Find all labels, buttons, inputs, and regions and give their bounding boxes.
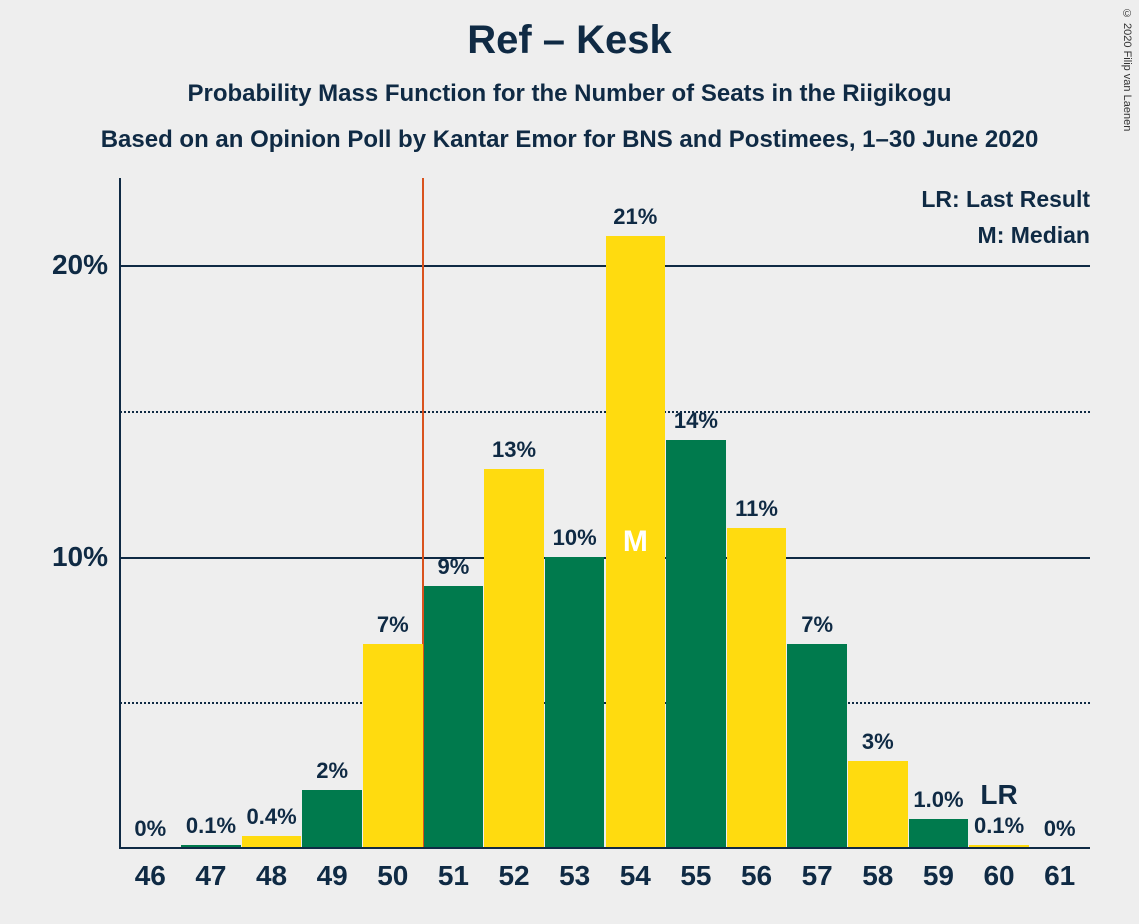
chart-title: Ref – Kesk <box>0 18 1139 63</box>
x-tick-label: 47 <box>195 848 226 892</box>
median-marker: M <box>623 525 648 559</box>
bar-value-label: 1.0% <box>913 787 963 819</box>
legend-median: M: Median <box>978 222 1090 249</box>
bar <box>909 819 968 848</box>
bar-value-label: 3% <box>862 729 894 761</box>
bar-value-label: 2% <box>316 758 348 790</box>
y-axis <box>119 178 121 848</box>
last-result-marker: LR <box>980 779 1017 811</box>
bar-value-label: 13% <box>492 437 536 469</box>
bar <box>666 440 725 848</box>
y-tick-label: 10% <box>52 541 120 573</box>
x-axis <box>119 847 1090 849</box>
x-tick-label: 57 <box>802 848 833 892</box>
copyright-text: © 2020 Filip van Laenen <box>1121 8 1133 131</box>
bar-value-label: 11% <box>735 496 778 528</box>
x-tick-label: 50 <box>377 848 408 892</box>
x-tick-label: 56 <box>741 848 772 892</box>
bar-value-label: 14% <box>674 408 718 440</box>
chart-subtitle-2: Based on an Opinion Poll by Kantar Emor … <box>0 126 1139 154</box>
bar-value-label: 21% <box>613 204 657 236</box>
bar-value-label: 7% <box>801 612 833 644</box>
x-tick-label: 53 <box>559 848 590 892</box>
bar <box>787 644 846 848</box>
x-tick-label: 55 <box>680 848 711 892</box>
y-tick-label: 20% <box>52 249 120 281</box>
x-tick-label: 48 <box>256 848 287 892</box>
bar-value-label: 0.1% <box>186 813 236 845</box>
bar <box>727 528 786 848</box>
legend-lr: LR: Last Result <box>921 186 1090 213</box>
bar-value-label: 10% <box>553 525 597 557</box>
x-tick-label: 54 <box>620 848 651 892</box>
bar <box>848 761 907 848</box>
chart-subtitle-1: Probability Mass Function for the Number… <box>0 80 1139 108</box>
bar <box>545 557 604 848</box>
bar <box>363 644 422 848</box>
bar-value-label: 0% <box>1044 816 1076 848</box>
bar <box>484 469 543 848</box>
chart-canvas: Ref – Kesk Probability Mass Function for… <box>0 0 1139 924</box>
x-tick-label: 49 <box>317 848 348 892</box>
x-tick-label: 52 <box>498 848 529 892</box>
x-tick-label: 59 <box>923 848 954 892</box>
bar-value-label: 0.4% <box>246 804 296 836</box>
x-tick-label: 46 <box>135 848 166 892</box>
x-tick-label: 58 <box>862 848 893 892</box>
x-tick-label: 51 <box>438 848 469 892</box>
plot-area: LR: Last Result M: Median 10%20%0%0.1%0.… <box>120 178 1090 848</box>
x-tick-label: 60 <box>983 848 1014 892</box>
bar-value-label: 0% <box>134 816 166 848</box>
bar <box>302 790 361 848</box>
bar <box>424 586 483 848</box>
bar-value-label: 9% <box>438 554 470 586</box>
bar-value-label: 0.1% <box>974 813 1024 845</box>
x-tick-label: 61 <box>1044 848 1075 892</box>
bar-value-label: 7% <box>377 612 409 644</box>
